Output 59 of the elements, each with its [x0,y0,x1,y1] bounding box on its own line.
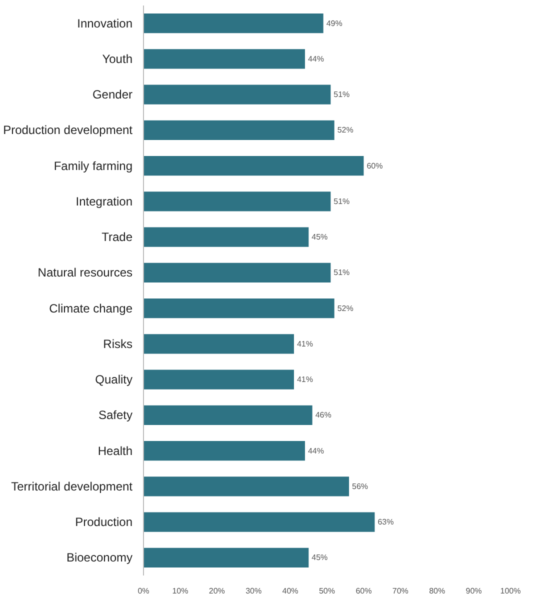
x-tick-label: 20% [208,586,225,596]
x-tick-label: 90% [466,586,482,596]
y-tick-label: Production [75,515,133,530]
x-tick-label: 60% [356,586,372,596]
data-label: 44% [308,54,324,64]
y-tick-label: Production development [3,123,134,138]
bar [144,441,305,461]
y-tick-label: Integration [76,194,133,208]
bar [144,334,294,354]
bar [144,405,312,425]
data-label: 41% [296,339,313,348]
data-label: 44% [308,446,324,456]
data-label: 51% [334,196,350,206]
x-tick-label: 0% [138,586,150,596]
y-tick-label: Natural resources [38,266,133,280]
data-label: 60% [366,161,383,170]
y-tick-label: Bioeconomy [66,550,133,565]
x-tick-label: 50% [318,586,336,596]
data-label: 45% [312,553,328,562]
bar [144,84,331,104]
y-tick-label: Family farming [54,158,133,173]
data-label: 52% [337,126,354,135]
data-label: 45% [312,232,328,242]
x-tick-label: 10% [172,586,188,596]
bar [144,298,334,318]
bar [144,120,334,140]
bar [144,14,324,34]
data-label: 63% [378,518,394,527]
y-tick-label: Quality [95,372,133,387]
data-label: 51% [334,90,350,100]
x-tick-label: 100% [500,586,521,596]
y-tick-label: Safety [98,408,133,422]
data-label: 46% [315,410,332,420]
x-tick-label: 40% [282,586,298,596]
bar [144,262,331,282]
data-label: 52% [337,304,354,313]
y-tick-label: Innovation [77,16,133,30]
bar [144,370,294,390]
data-label: 51% [334,268,350,278]
x-tick-label: 70% [392,586,408,596]
bar [144,49,305,69]
data-label: 41% [296,375,313,384]
bar [144,548,309,568]
data-label: 49% [326,18,342,28]
bar [144,476,350,496]
y-tick-label: Territorial development [11,479,134,494]
y-tick-label: Trade [102,230,133,244]
bar [144,512,375,532]
x-tick-label: 80% [429,586,446,596]
y-tick-label: Climate change [49,301,133,316]
y-tick-label: Health [98,444,132,458]
bar [144,156,364,176]
bar [144,192,331,212]
x-tick-label: 30% [246,586,262,596]
y-tick-label: Gender [92,88,133,102]
data-label: 56% [352,482,368,491]
bar [144,227,309,247]
y-tick-label: Risks [103,336,133,351]
y-tick-label: Youth [102,52,133,66]
